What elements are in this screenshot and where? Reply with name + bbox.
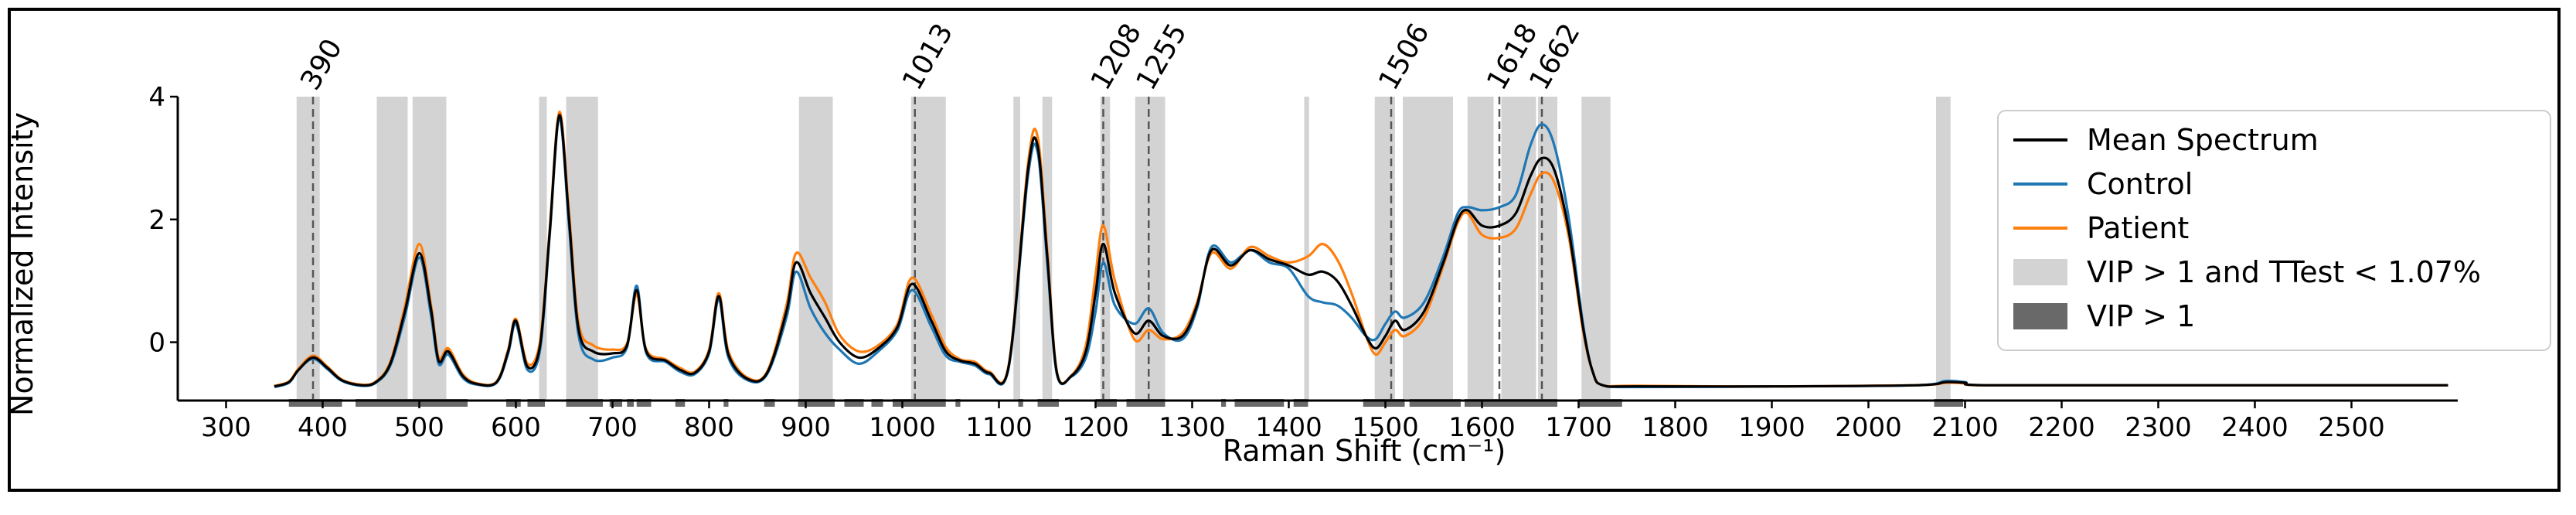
- vip-segment: [288, 399, 342, 407]
- vip-segment: [506, 399, 521, 407]
- vip-segment: [1018, 399, 1023, 407]
- y-tick-label: 4: [148, 82, 165, 113]
- vip-segment: [1465, 399, 1557, 407]
- significant-region: [412, 97, 447, 401]
- legend-label: VIP > 1 and TTest < 1.07%: [2087, 255, 2481, 289]
- x-tick-label: 1100: [965, 412, 1033, 443]
- vip-segment: [566, 399, 603, 407]
- vip-segment: [1293, 399, 1308, 407]
- vip-segment: [675, 399, 686, 407]
- vip-segment: [798, 399, 835, 407]
- vip-segment: [1234, 399, 1285, 407]
- vip-segment: [627, 399, 634, 407]
- x-tick-label: 800: [684, 412, 734, 443]
- y-tick-label: 2: [148, 205, 165, 236]
- legend-swatch-patch: [2013, 303, 2067, 329]
- x-tick-label: 1500: [1352, 412, 1419, 443]
- x-tick-label: 900: [781, 412, 831, 443]
- x-tick-label: 600: [491, 412, 541, 443]
- legend-swatch-patch: [2013, 259, 2067, 285]
- vip-segment: [1126, 399, 1165, 407]
- vip-segment: [844, 399, 864, 407]
- legend-box: [1997, 110, 2551, 351]
- x-tick-label: 1600: [1448, 412, 1516, 443]
- x-tick-label: 1400: [1255, 412, 1322, 443]
- vip-segment: [527, 399, 545, 407]
- x-tick-label: 2100: [1931, 412, 1999, 443]
- x-tick-label: 2400: [2221, 412, 2288, 443]
- legend: Mean Spectrum Control Patient VIP > 1 and T…: [1997, 110, 2551, 351]
- significant-region: [1403, 97, 1453, 401]
- legend-label: Mean Spectrum: [2087, 123, 2319, 157]
- vip-segment: [609, 399, 622, 407]
- significant-region: [1467, 97, 1494, 401]
- significant-region: [798, 97, 833, 401]
- y-tick-label: 0: [148, 328, 165, 359]
- y-axis-title: Normalized Intensity: [5, 112, 39, 416]
- x-tick-label: 1900: [1738, 412, 1805, 443]
- vip-segment: [356, 399, 468, 407]
- x-tick-label: 2300: [2125, 412, 2192, 443]
- peak-label: 1013: [897, 19, 959, 96]
- vip-segment: [764, 399, 775, 407]
- significant-region: [910, 97, 946, 401]
- significant-region: [1936, 97, 1951, 401]
- x-tick-label: 300: [201, 412, 251, 443]
- x-tick-label: 1800: [1642, 412, 1709, 443]
- series-line-mean-spectrum: [274, 114, 2448, 388]
- vip-segment: [1363, 399, 1405, 407]
- vip-segment: [893, 399, 946, 407]
- legend-label: VIP > 1: [2087, 299, 2195, 333]
- x-tick-label: 1300: [1159, 412, 1226, 443]
- vip-segment: [955, 399, 961, 407]
- significant-region: [296, 97, 320, 401]
- vip-segment: [636, 399, 652, 407]
- vip-segment: [1578, 399, 1622, 407]
- x-tick-label: 1200: [1062, 412, 1129, 443]
- x-tick-label: 1700: [1545, 412, 1612, 443]
- x-tick-label: 500: [394, 412, 444, 443]
- vip-segment: [1037, 399, 1059, 407]
- vip-segment: [1934, 399, 1963, 407]
- x-axis-title: Raman Shift (cm⁻¹): [1223, 434, 1506, 468]
- x-tick-label: 700: [587, 412, 638, 443]
- x-tick-label: 2200: [2028, 412, 2095, 443]
- legend-label: Patient: [2087, 211, 2189, 245]
- significant-region: [1581, 97, 1611, 401]
- significant-region: [1304, 97, 1309, 401]
- vip-segment: [871, 399, 883, 407]
- vip-segment: [1221, 399, 1227, 407]
- significant-region: [1135, 97, 1165, 401]
- figure-frame: [8, 8, 2561, 492]
- x-tick-label: 400: [298, 412, 348, 443]
- significant-region: [1013, 97, 1020, 401]
- vip-segment: [1409, 399, 1461, 407]
- x-tick-label: 2000: [1835, 412, 1902, 443]
- peak-label: 390: [294, 33, 349, 95]
- peak-label: 1506: [1373, 19, 1435, 96]
- vip-segment: [1095, 399, 1117, 407]
- significant-region: [376, 97, 408, 401]
- x-tick-label: 1000: [869, 412, 936, 443]
- x-tick-label: 2500: [2318, 412, 2385, 443]
- significant-region: [539, 97, 547, 401]
- vip-segment: [723, 399, 729, 407]
- legend-label: Control: [2087, 167, 2193, 201]
